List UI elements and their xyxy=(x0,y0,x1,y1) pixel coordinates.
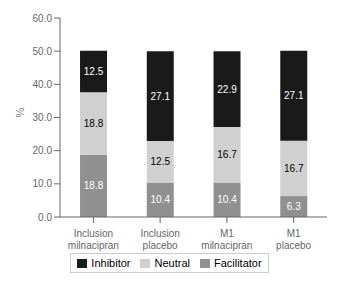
svg-text:10.4: 10.4 xyxy=(151,194,171,205)
svg-text:M1milnacipran: M1milnacipran xyxy=(201,228,252,251)
html-text:Inhibitor: Inhibitor xyxy=(91,257,131,269)
svg-text:18.8: 18.8 xyxy=(84,180,104,191)
svg-text:12.5: 12.5 xyxy=(84,66,104,77)
html-text:Neutral: Neutral xyxy=(154,257,190,269)
svg-text:22.9: 22.9 xyxy=(217,84,237,95)
svg-text:%: % xyxy=(14,108,26,118)
svg-text:50.0: 50.0 xyxy=(33,46,53,57)
svg-text:27.1: 27.1 xyxy=(284,90,304,101)
svg-text:Inclusionplacebo: Inclusionplacebo xyxy=(140,228,179,251)
svg-text:10.0: 10.0 xyxy=(33,178,53,189)
svg-text:0.0: 0.0 xyxy=(38,212,52,223)
svg-text:18.8: 18.8 xyxy=(84,118,104,129)
svg-text:6.3: 6.3 xyxy=(287,201,301,212)
svg-text:40.0: 40.0 xyxy=(33,79,53,90)
svg-text:M1placebo: M1placebo xyxy=(276,228,311,251)
svg-text:20.0: 20.0 xyxy=(33,145,53,156)
svg-text:60.0: 60.0 xyxy=(33,13,53,24)
svg-text:12.5: 12.5 xyxy=(151,156,171,167)
svg-text:16.7: 16.7 xyxy=(217,149,237,160)
svg-text:16.7: 16.7 xyxy=(284,163,304,174)
html-text:Facilitator: Facilitator xyxy=(214,257,262,269)
svg-text:10.4: 10.4 xyxy=(217,194,237,205)
svg-text:30.0: 30.0 xyxy=(33,112,53,123)
svg-text:Inclusionmilnacipran: Inclusionmilnacipran xyxy=(68,228,119,251)
svg-text:27.1: 27.1 xyxy=(151,91,171,102)
